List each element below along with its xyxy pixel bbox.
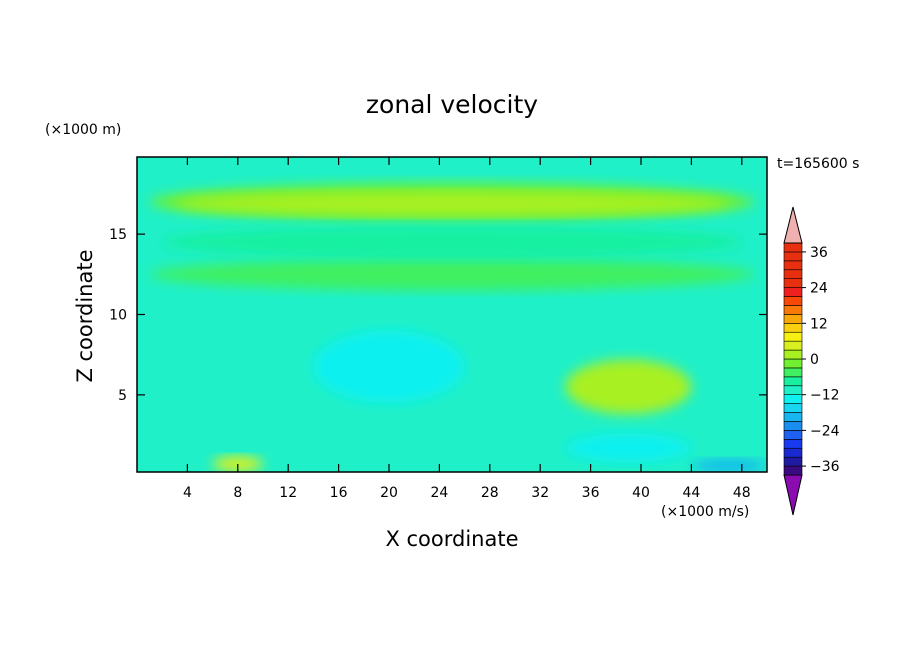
colorbar-segment xyxy=(783,430,803,440)
colorbar-segment xyxy=(783,439,803,449)
contour-band-8 xyxy=(691,459,767,472)
colorbar-under-triangle xyxy=(783,474,803,516)
colorbar-tick-label: −12 xyxy=(810,388,840,404)
x-tick-label: 28 xyxy=(481,485,499,501)
colorbar-segment xyxy=(783,340,803,351)
x-tick-label: 24 xyxy=(430,485,448,501)
y-tick-label: 15 xyxy=(109,227,127,243)
colorbar-segment xyxy=(783,412,803,422)
colorbar-segment xyxy=(783,323,803,333)
x-axis-label: X coordinate xyxy=(385,527,518,551)
colorbar-segment xyxy=(783,376,803,387)
contour-band-0 xyxy=(149,258,755,291)
colorbar-segment xyxy=(783,358,803,369)
colorbar-segment xyxy=(783,465,803,476)
contour-band-7 xyxy=(212,455,263,472)
colorbar-tick-label: −36 xyxy=(810,459,840,475)
y-axis-label: Z coordinate xyxy=(73,249,97,382)
colorbar-segment xyxy=(783,260,803,271)
colorbar-segment xyxy=(783,456,803,467)
colorbar xyxy=(783,206,803,516)
time-label: t=165600 s xyxy=(777,156,859,172)
x-axis: 4 8 12 16 20 24 28 32 36 40 44 48 xyxy=(183,157,751,501)
colorbar-tick-label: 0 xyxy=(810,352,819,368)
x-tick-label: 36 xyxy=(582,485,600,501)
x-tick-label: 20 xyxy=(380,485,398,501)
colorbar-segment xyxy=(783,421,803,431)
colorbar-segment xyxy=(783,278,803,288)
colorbar-ticks: 36 24 12 0 −12 −24 −36 xyxy=(802,245,840,475)
x-tick-label: 16 xyxy=(330,485,348,501)
contour-band-3 xyxy=(162,226,742,259)
contour-band-2 xyxy=(174,192,730,215)
colorbar-segment xyxy=(783,349,803,360)
y-tick-label: 5 xyxy=(118,388,127,404)
x-tick-label: 40 xyxy=(632,485,650,501)
x-tick-label: 44 xyxy=(682,485,700,501)
chart-title: zonal velocity xyxy=(366,90,538,119)
x-tick-label: 12 xyxy=(279,485,297,501)
contour-band-4 xyxy=(313,330,465,403)
plot-area xyxy=(137,157,767,472)
y-axis: 5 10 15 xyxy=(109,227,767,404)
colorbar-segment xyxy=(783,403,803,413)
colorbar-unit-label: (×1000 m/s) xyxy=(661,504,749,520)
x-tick-label: 4 xyxy=(183,485,192,501)
colorbar-segment xyxy=(783,367,803,378)
x-tick-label: 8 xyxy=(233,485,242,501)
colorbar-segment xyxy=(783,251,803,262)
colorbar-tick-label: 36 xyxy=(810,245,828,261)
colorbar-tick-label: −24 xyxy=(810,423,840,439)
colorbar-over-triangle xyxy=(783,206,803,244)
colorbar-tick-label: 12 xyxy=(810,316,828,332)
colorbar-segment xyxy=(783,394,803,404)
colorbar-segment xyxy=(783,287,803,297)
contour-band-6 xyxy=(565,433,692,463)
colorbar-segment xyxy=(783,242,803,253)
x-tick-label: 48 xyxy=(733,485,751,501)
contour-bands xyxy=(149,182,767,472)
colorbar-segment xyxy=(783,305,803,315)
colorbar-segment xyxy=(783,447,803,458)
colorbar-segment xyxy=(783,269,803,279)
colorbar-segment xyxy=(783,314,803,324)
y-unit-label: (×1000 m) xyxy=(45,122,121,138)
colorbar-tick-label: 24 xyxy=(810,281,828,297)
colorbar-segment xyxy=(783,296,803,306)
y-tick-label: 10 xyxy=(109,308,127,324)
colorbar-segment xyxy=(783,385,803,395)
colorbar-segment xyxy=(783,331,803,342)
contour-band-5 xyxy=(565,359,692,415)
x-tick-label: 32 xyxy=(531,485,549,501)
